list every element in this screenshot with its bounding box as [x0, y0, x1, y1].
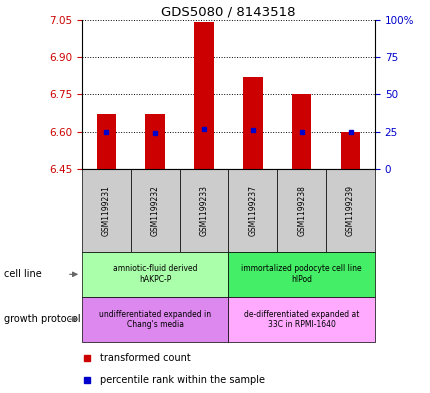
Bar	[96, 114, 116, 169]
Bar	[145, 114, 165, 169]
Text: GSM1199239: GSM1199239	[345, 185, 354, 236]
Text: GSM1199231: GSM1199231	[101, 185, 111, 236]
Text: amniotic-fluid derived
hAKPC-P: amniotic-fluid derived hAKPC-P	[113, 264, 197, 284]
Title: GDS5080 / 8143518: GDS5080 / 8143518	[161, 6, 295, 18]
Text: cell line: cell line	[4, 269, 42, 279]
Bar	[291, 94, 311, 169]
FancyBboxPatch shape	[82, 169, 130, 252]
Bar	[340, 132, 359, 169]
Text: transformed count: transformed count	[100, 353, 190, 364]
FancyBboxPatch shape	[276, 169, 326, 252]
Text: immortalized podocyte cell line
hIPod: immortalized podocyte cell line hIPod	[241, 264, 361, 284]
Text: growth protocol: growth protocol	[4, 314, 81, 324]
Text: GSM1199233: GSM1199233	[199, 185, 208, 236]
FancyBboxPatch shape	[228, 169, 276, 252]
Bar	[243, 77, 262, 169]
FancyBboxPatch shape	[179, 169, 228, 252]
Text: GSM1199232: GSM1199232	[150, 185, 159, 236]
FancyBboxPatch shape	[82, 252, 228, 297]
Text: GSM1199238: GSM1199238	[297, 185, 305, 236]
FancyBboxPatch shape	[326, 169, 374, 252]
FancyBboxPatch shape	[130, 169, 179, 252]
FancyBboxPatch shape	[228, 252, 374, 297]
Text: de-differentiated expanded at
33C in RPMI-1640: de-differentiated expanded at 33C in RPM…	[243, 310, 359, 329]
Text: percentile rank within the sample: percentile rank within the sample	[100, 375, 264, 385]
Text: undifferentiated expanded in
Chang's media: undifferentiated expanded in Chang's med…	[99, 310, 211, 329]
Bar	[194, 22, 213, 169]
Text: GSM1199237: GSM1199237	[248, 185, 257, 236]
FancyBboxPatch shape	[82, 297, 228, 342]
FancyBboxPatch shape	[228, 297, 374, 342]
